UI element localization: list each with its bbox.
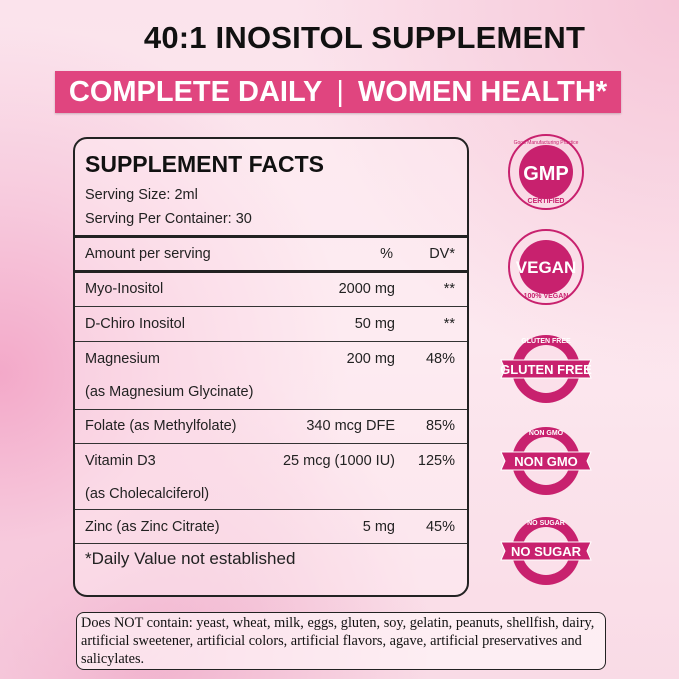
nutrient-name: D-Chiro Inositol: [85, 316, 185, 332]
nutrient-amount: 5 mg: [362, 519, 395, 535]
servings-per-container: Serving Per Container: 30: [85, 211, 252, 227]
nutrient-row: Zinc (as Zinc Citrate) 5 mg 45%: [85, 519, 455, 539]
badge-ringtext: NO SUGAR: [527, 520, 565, 527]
divider: [75, 543, 467, 544]
nutrient-dv: **: [443, 316, 455, 332]
col-dv: DV*: [429, 246, 455, 262]
badge-label: NO SUGAR: [511, 544, 582, 559]
col-pct: %: [380, 246, 393, 262]
nutrient-name: Vitamin D3: [85, 453, 156, 469]
vegan-icon: VEGAN 100% VEGAN: [497, 228, 595, 306]
nutrient-dv: 85%: [425, 418, 455, 434]
nutrient-amount: 25 mcg (1000 IU): [282, 453, 395, 469]
gluten-free-icon: GLUTEN FREE GLUTEN FREE: [497, 330, 595, 408]
banner-left: COMPLETE DAILY: [68, 75, 323, 108]
col-name: Amount per serving: [85, 246, 211, 262]
tagline-banner: COMPLETE DAILY | WOMEN HEALTH*: [55, 71, 621, 113]
nutrient-dv: 125%: [417, 453, 455, 469]
badge-subtext: CERTIFIED: [528, 198, 565, 205]
gmp-certified-icon: GMP CERTIFIED Good Manufacturing Practice: [497, 133, 595, 211]
badge-label: GLUTEN FREE: [500, 362, 592, 377]
nutrient-row: Vitamin D3 25 mcg (1000 IU) 125% (as Chol…: [85, 453, 455, 502]
badge-label: NON GMO: [514, 454, 578, 469]
footnote: *Daily Value not established: [85, 549, 296, 568]
badge-label: VEGAN: [516, 258, 576, 277]
nutrient-name: Folate (as Methylfolate): [85, 418, 237, 434]
nutrient-name: Zinc (as Zinc Citrate): [85, 519, 220, 535]
facts-heading: SUPPLEMENT FACTS: [85, 151, 324, 177]
no-sugar-icon: NO SUGAR NO SUGAR: [497, 512, 595, 590]
nutrient-amount: 340 mcg DFE: [306, 418, 395, 434]
divider: [75, 509, 467, 510]
divider: [75, 306, 467, 307]
nutrient-amount: 200 mg: [346, 351, 395, 367]
nutrient-name: Magnesium: [85, 351, 160, 367]
nutrient-source: (as Magnesium Glycinate): [85, 384, 254, 400]
product-title: 40:1 INOSITOL SUPPLEMENT: [143, 20, 586, 55]
divider: [75, 235, 467, 238]
divider: [75, 341, 467, 342]
nutrient-row: Folate (as Methylfolate) 340 mcg DFE 85%: [85, 418, 455, 438]
badge-ringtext: GLUTEN FREE: [521, 338, 571, 345]
serving-size: Serving Size: 2ml: [85, 187, 198, 203]
nutrient-dv: 48%: [425, 351, 455, 367]
banner-separator: |: [336, 75, 344, 108]
nutrient-amount: 2000 mg: [338, 281, 395, 297]
badge-toptext: Good Manufacturing Practice: [514, 140, 579, 146]
nutrient-row: D-Chiro Inositol 50 mg **: [85, 316, 455, 336]
badge-subtext: 100% VEGAN: [524, 293, 569, 300]
badge-label: GMP: [523, 163, 569, 185]
divider: [75, 443, 467, 444]
banner-right: WOMEN HEALTH*: [357, 75, 608, 108]
allergen-note: Does NOT contain: yeast, wheat, milk, eg…: [76, 612, 606, 670]
divider: [75, 409, 467, 410]
nutrient-dv: **: [443, 281, 455, 297]
nutrient-row: Magnesium 200 mg 48% (as Magnesium Glycin…: [85, 351, 455, 400]
column-header: Amount per serving % DV*: [85, 246, 455, 266]
nutrient-source: (as Cholecalciferol): [85, 486, 210, 502]
divider: [75, 270, 467, 273]
supplement-facts-panel: SUPPLEMENT FACTS Serving Size: 2ml Servi…: [73, 137, 469, 597]
nutrient-row: Myo-Inositol 2000 mg **: [85, 281, 455, 301]
non-gmo-icon: NON GMO NON GMO: [497, 422, 595, 500]
badge-ringtext: NON GMO: [529, 430, 564, 437]
nutrient-amount: 50 mg: [354, 316, 395, 332]
nutrient-dv: 45%: [425, 519, 455, 535]
nutrient-name: Myo-Inositol: [85, 281, 164, 297]
